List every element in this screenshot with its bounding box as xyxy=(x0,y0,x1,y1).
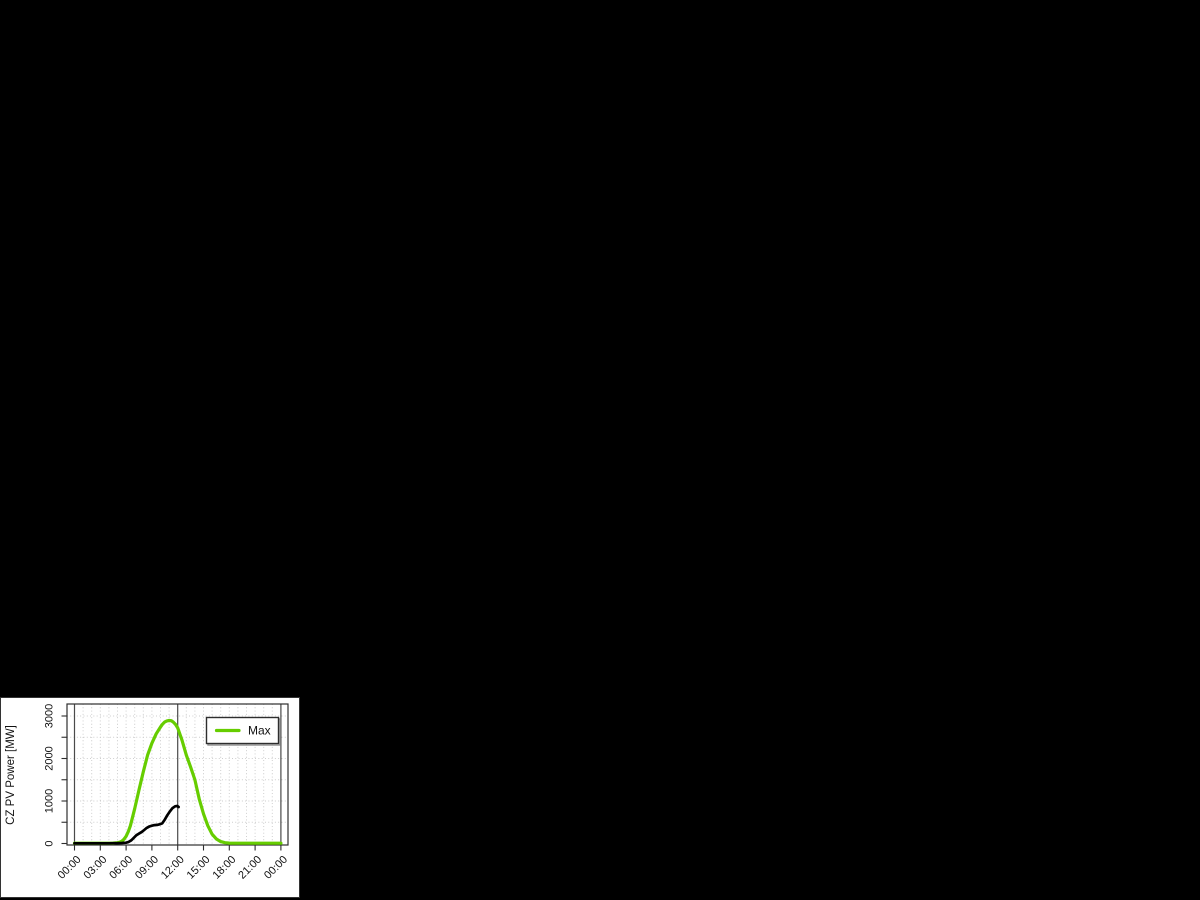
legend: Max xyxy=(205,716,281,746)
x-tick-label: 00:00 xyxy=(56,854,84,882)
y-tick-label: 1000 xyxy=(44,789,56,813)
series-line-unlabeled xyxy=(73,804,180,845)
x-tick-label: 15:00 xyxy=(185,854,213,882)
x-tick-label: 21:00 xyxy=(236,854,264,882)
x-tick-label: 09:00 xyxy=(133,854,161,882)
y-tick-label: 2000 xyxy=(44,746,56,770)
x-tick-label: 00:00 xyxy=(262,854,290,882)
y-axis-title: CZ PV Power [MW] xyxy=(5,725,17,825)
x-tick-label: 06:00 xyxy=(107,854,135,882)
pv-power-chart: 00:0003:0006:0009:0012:0015:0018:0021:00… xyxy=(5,703,290,882)
pv-power-chart-panel: 00:00 03:00 06:00 09:00 12:00 15:00 18:00 21:00… xyxy=(0,697,300,898)
y-tick-label: 0 xyxy=(44,840,56,846)
legend-label: Max xyxy=(248,724,271,738)
x-tick-label: 12:00 xyxy=(159,854,187,882)
x-tick-label: 18:00 xyxy=(210,854,238,882)
x-tick-label: 03:00 xyxy=(81,854,109,882)
y-tick-label: 3000 xyxy=(44,704,56,728)
